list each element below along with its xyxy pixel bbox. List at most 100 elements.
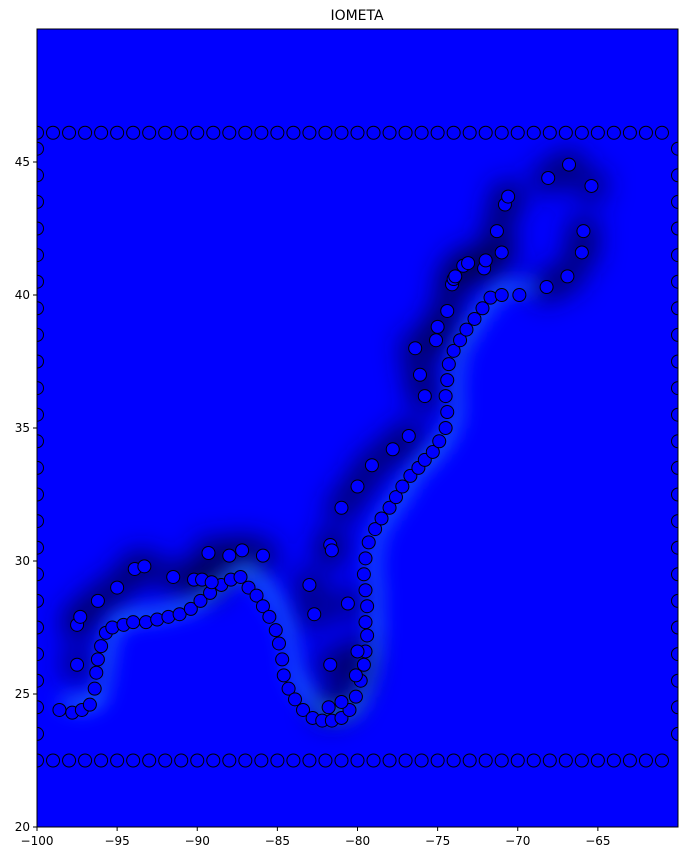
coast-outer-point bbox=[296, 702, 311, 717]
coast-inner-point bbox=[576, 224, 591, 239]
coast-inner-point bbox=[334, 500, 349, 515]
coast-outer-point bbox=[193, 593, 208, 608]
coast-outer-point bbox=[368, 522, 383, 537]
frame-left-point bbox=[37, 514, 44, 529]
frame-left-point bbox=[37, 620, 44, 635]
coast-outer-point bbox=[52, 702, 67, 717]
coast-outer-point bbox=[82, 697, 97, 712]
frame-top-point bbox=[270, 125, 285, 140]
frame-left-point bbox=[37, 487, 44, 502]
coast-inner-point bbox=[222, 548, 237, 563]
coast-inner-point bbox=[166, 569, 181, 584]
frame-top-point bbox=[254, 125, 269, 140]
frame-bottom-point bbox=[110, 753, 125, 768]
coast-inner-point bbox=[541, 170, 556, 185]
heat-dark-region bbox=[63, 150, 606, 722]
frame-top-point bbox=[574, 125, 589, 140]
coast-outer-point bbox=[382, 500, 397, 515]
frame-bottom-point bbox=[254, 753, 269, 768]
frame-right-point bbox=[671, 460, 678, 475]
coast-inner-point bbox=[560, 269, 575, 284]
coast-inner-point bbox=[430, 319, 445, 334]
frame-bottom-point bbox=[446, 753, 461, 768]
coast-inner-point bbox=[255, 548, 270, 563]
frame-top-point bbox=[446, 125, 461, 140]
frame-right-point bbox=[671, 434, 678, 449]
frame-top-point bbox=[542, 125, 557, 140]
frame-left-point bbox=[37, 407, 44, 422]
marker-layer bbox=[37, 125, 678, 768]
frame-right-point bbox=[671, 381, 678, 396]
y-tick-label: 30 bbox=[15, 554, 30, 568]
coast-inner-point bbox=[429, 333, 444, 348]
coast-outer-point bbox=[438, 389, 453, 404]
frame-top-point bbox=[334, 125, 349, 140]
y-tick-label: 40 bbox=[15, 288, 30, 302]
frame-right-point bbox=[671, 194, 678, 209]
frame-top-point bbox=[638, 125, 653, 140]
frame-top-point bbox=[126, 125, 141, 140]
frame-right-point bbox=[671, 274, 678, 289]
coast-outer-point bbox=[475, 301, 490, 316]
frame-bottom-point bbox=[382, 753, 397, 768]
coast-outer-point bbox=[356, 657, 371, 672]
coast-inner-point bbox=[574, 245, 589, 260]
frame-bottom-point bbox=[62, 753, 77, 768]
coast-outer-point bbox=[262, 609, 277, 624]
frame-bottom-point bbox=[174, 753, 189, 768]
coast-inner-point bbox=[408, 341, 423, 356]
coast-outer-point bbox=[90, 652, 105, 667]
frame-left-point bbox=[37, 381, 44, 396]
coast-inner-point bbox=[110, 580, 125, 595]
chart-title: IOMETA bbox=[330, 8, 384, 24]
coast-outer-point bbox=[425, 444, 440, 459]
frame-bottom-point bbox=[158, 753, 173, 768]
frame-bottom-point bbox=[558, 753, 573, 768]
frame-top-point bbox=[430, 125, 445, 140]
frame-right-point bbox=[671, 593, 678, 608]
coast-outer-point bbox=[126, 615, 141, 630]
coast-inner-point bbox=[340, 596, 355, 611]
frame-bottom-point bbox=[590, 753, 605, 768]
coast-outer-point bbox=[453, 333, 468, 348]
y-tick-label: 25 bbox=[15, 687, 30, 701]
coast-inner-point bbox=[350, 479, 365, 494]
frame-right-point bbox=[671, 726, 678, 741]
coast-inner-point bbox=[461, 256, 476, 271]
x-tick-label: −65 bbox=[585, 834, 610, 848]
coast-inner-point bbox=[440, 303, 455, 318]
coast-inner-point bbox=[302, 577, 317, 592]
coast-inner-point bbox=[235, 543, 250, 558]
coast-outer-point bbox=[348, 689, 363, 704]
frame-right-point bbox=[671, 567, 678, 582]
x-tick-label: −75 bbox=[425, 834, 450, 848]
x-tick-label: −90 bbox=[185, 834, 210, 848]
coast-outer-point bbox=[358, 615, 373, 630]
coast-inner-point bbox=[385, 442, 400, 457]
coast-inner-point bbox=[448, 269, 463, 284]
frame-top-point bbox=[37, 125, 44, 140]
coast-outer-point bbox=[360, 599, 375, 614]
coast-outer-point bbox=[233, 569, 248, 584]
frame-bottom-point bbox=[622, 753, 637, 768]
axes: −100 −95 −90 −85 −80 −75 −70 −65 20 25 30 35 40 45 bbox=[15, 155, 611, 848]
coast-outer-point bbox=[374, 511, 389, 526]
coast-outer-point bbox=[440, 405, 455, 420]
frame-right-point bbox=[671, 327, 678, 342]
frame-bottom-point bbox=[302, 753, 317, 768]
frame-left-point bbox=[37, 593, 44, 608]
frame-top-point bbox=[606, 125, 621, 140]
frame-right-point bbox=[671, 540, 678, 555]
frame-right-point bbox=[671, 301, 678, 316]
frame-bottom-point bbox=[37, 753, 44, 768]
frame-bottom-point bbox=[270, 753, 285, 768]
frame-left-point bbox=[37, 434, 44, 449]
frame-bottom-point bbox=[414, 753, 429, 768]
frame-top-point bbox=[590, 125, 605, 140]
frame-top-point bbox=[46, 125, 61, 140]
frame-bottom-point bbox=[126, 753, 141, 768]
coast-inner-point bbox=[412, 367, 427, 382]
frame-bottom-point bbox=[574, 753, 589, 768]
frame-left-point bbox=[37, 460, 44, 475]
